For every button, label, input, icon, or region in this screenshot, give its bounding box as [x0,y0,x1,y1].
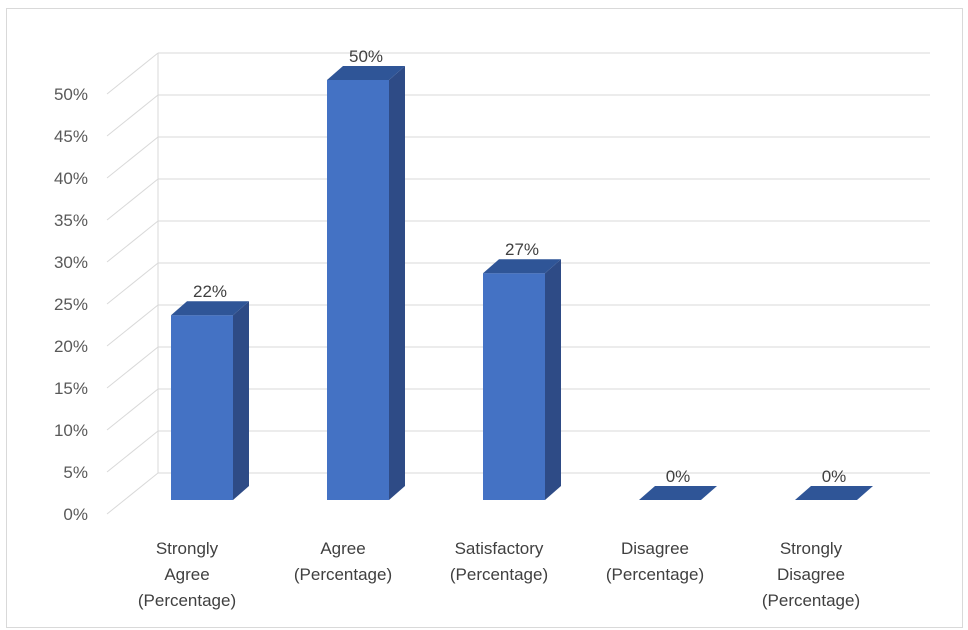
gridline-side [106,262,159,305]
data-label: 0% [822,467,847,486]
bar-side [545,259,561,500]
x-tick-label: Agree [164,565,209,584]
y-tick-label: 10% [54,421,88,440]
gridline-side [106,388,159,431]
gridline-side [106,136,159,179]
bar-top [639,486,717,500]
y-tick-label: 50% [54,85,88,104]
data-label: 50% [349,47,383,66]
bar [483,273,545,500]
x-tick-label: (Percentage) [762,591,860,610]
bar [327,80,389,500]
gridline-side [106,178,159,221]
data-label: 27% [505,240,539,259]
gridline-side [106,94,159,137]
bar [171,315,233,500]
x-tick-label: (Percentage) [294,565,392,584]
bar-top [327,66,405,80]
x-tick-label: (Percentage) [450,565,548,584]
x-tick-label: Satisfactory [455,539,544,558]
bar-side [389,66,405,500]
y-tick-label: 35% [54,211,88,230]
y-tick-label: 20% [54,337,88,356]
y-tick-label: 15% [54,379,88,398]
y-tick-label: 45% [54,127,88,146]
gridline-side [106,346,159,389]
data-label: 22% [193,282,227,301]
gridline-side [106,430,159,473]
bar-top [795,486,873,500]
x-tick-label: (Percentage) [138,591,236,610]
gridline-side [106,304,159,347]
y-tick-label: 30% [54,253,88,272]
x-tick-label: Strongly [780,539,843,558]
gridline-side [106,472,159,515]
x-tick-label: Disagree [777,565,845,584]
y-tick-label: 5% [63,463,88,482]
bar-side [233,301,249,500]
bar-top [171,301,249,316]
bar-top [483,259,561,274]
y-tick-label: 25% [54,295,88,314]
x-tick-label: Strongly [156,539,219,558]
gridline-side [106,220,159,263]
x-tick-label: Disagree [621,539,689,558]
gridline-side [106,52,159,95]
data-label: 0% [666,467,691,486]
x-tick-label: Agree [320,539,365,558]
x-tick-label: (Percentage) [606,565,704,584]
y-tick-label: 40% [54,169,88,188]
y-tick-label: 0% [63,505,88,524]
